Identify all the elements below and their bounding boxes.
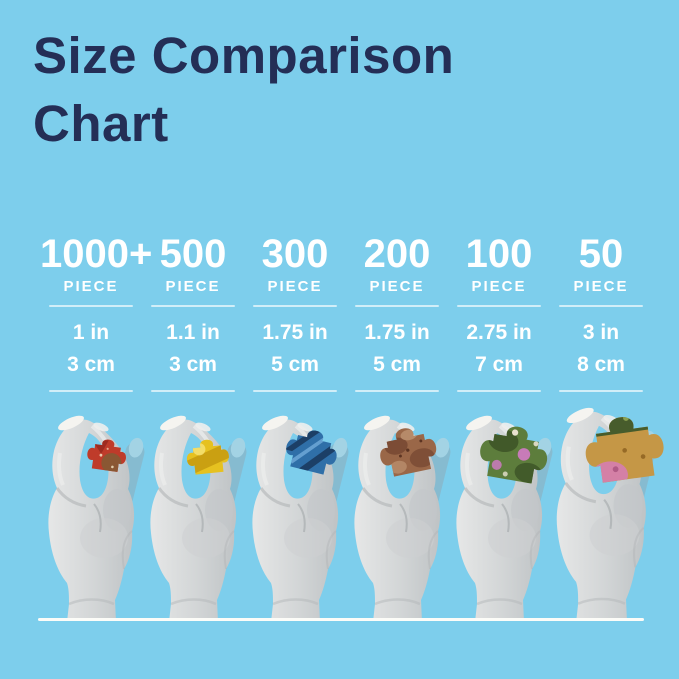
piece-label: PIECE (63, 278, 119, 295)
piece-count: 200 (363, 232, 431, 276)
piece-label: PIECE (471, 278, 527, 295)
size-cm: 3 cm (67, 353, 115, 376)
divider-line (49, 305, 133, 307)
puzzle-piece-200 (375, 422, 441, 479)
baseline-rule (38, 618, 644, 621)
column-100-piece: 100 PIECE 2.75 in 7 cm (448, 234, 550, 392)
size-inches: 3 in (582, 321, 620, 344)
size-cm: 3 cm (169, 353, 217, 376)
divider-line (151, 305, 235, 307)
hand-photo-1000-piece (46, 410, 150, 621)
piece-count: 100 (465, 232, 533, 276)
title-line-2: Chart (33, 94, 169, 152)
divider-line (355, 305, 439, 307)
divider-line (151, 390, 235, 392)
column-200-piece: 200 PIECE 1.75 in 5 cm (346, 234, 448, 392)
title-line-1: Size Comparison (33, 27, 455, 84)
size-inches: 1.1 in (166, 321, 220, 344)
size-table: 1000+ PIECE 1 in 3 cm 500 PIECE 1.1 in 3… (40, 234, 652, 392)
size-inches: 2.75 in (466, 321, 532, 344)
size-inches: 1.75 in (262, 321, 328, 344)
piece-label: PIECE (165, 278, 221, 295)
divider-line (559, 390, 643, 392)
size-cm: 8 cm (577, 353, 625, 376)
piece-count: 50 (578, 232, 624, 276)
piece-count: 300 (261, 232, 329, 276)
page-title: Size Comparison Chart (33, 22, 454, 158)
piece-count: 500 (159, 232, 227, 276)
size-cm: 7 cm (475, 353, 523, 376)
divider-line (253, 390, 337, 392)
column-500-piece: 500 PIECE 1.1 in 3 cm (142, 234, 244, 392)
divider-line (355, 390, 439, 392)
piece-label: PIECE (369, 278, 425, 295)
divider-line (457, 305, 541, 307)
column-50-piece: 50 PIECE 3 in 8 cm (550, 234, 652, 392)
size-cm: 5 cm (271, 353, 319, 376)
piece-label: PIECE (573, 278, 629, 295)
size-inches: 1.75 in (364, 321, 430, 344)
hand-photo-500-piece (148, 410, 252, 621)
divider-line (559, 305, 643, 307)
divider-line (457, 390, 541, 392)
divider-line (253, 305, 337, 307)
divider-line (49, 390, 133, 392)
piece-count: 1000+ (40, 232, 153, 276)
column-1000-piece: 1000+ PIECE 1 in 3 cm (40, 232, 153, 392)
size-cm: 5 cm (373, 353, 421, 376)
piece-label: PIECE (267, 278, 323, 295)
column-300-piece: 300 PIECE 1.75 in 5 cm (244, 234, 346, 392)
hands-illustration (46, 392, 668, 621)
size-inches: 1 in (72, 321, 110, 344)
